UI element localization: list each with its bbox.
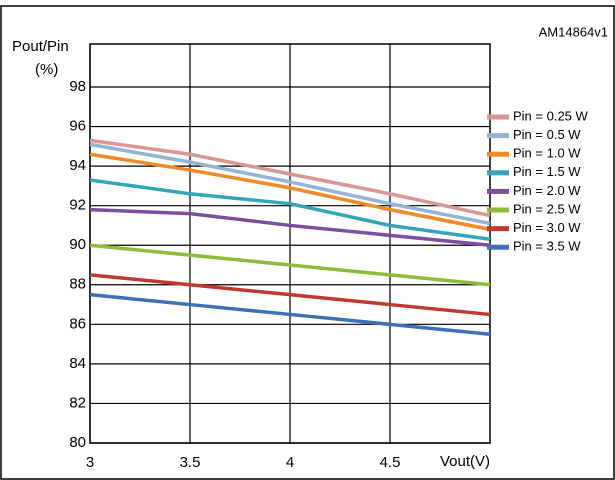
legend-swatch bbox=[487, 226, 509, 232]
series-line bbox=[89, 138, 491, 218]
series-line bbox=[89, 207, 491, 247]
y-tick-label: 80 bbox=[69, 434, 86, 451]
legend-swatch bbox=[487, 207, 509, 213]
legend-swatch bbox=[487, 151, 509, 157]
y-tick-label: 86 bbox=[69, 315, 86, 332]
legend-label: Pin = 2.0 W bbox=[513, 183, 581, 198]
legend-swatch bbox=[487, 170, 509, 176]
y-tick-label: 92 bbox=[69, 197, 86, 214]
legend-label: Pin = 0.25 W bbox=[513, 108, 589, 123]
y-tick-label: 90 bbox=[69, 236, 86, 253]
y-tick-label: 98 bbox=[69, 78, 86, 95]
legend-label: Pin = 0.5 W bbox=[513, 127, 581, 142]
x-tick-label: 4.5 bbox=[380, 454, 401, 471]
series-line bbox=[89, 292, 491, 336]
frame bbox=[0, 5, 615, 480]
watermark: AM14864v1 bbox=[539, 24, 608, 39]
legend-swatch bbox=[487, 244, 509, 250]
y-axis-unit: (%) bbox=[35, 61, 58, 78]
series-line bbox=[89, 273, 491, 317]
legend-swatch bbox=[487, 114, 509, 120]
series-line bbox=[89, 142, 491, 226]
y-tick-label: 84 bbox=[69, 355, 86, 372]
legend-swatch bbox=[487, 188, 509, 194]
y-axis-label: Pout/Pin bbox=[12, 38, 69, 55]
legend-label: Pin = 1.5 W bbox=[513, 164, 581, 179]
x-tick-label: 3.5 bbox=[180, 454, 201, 471]
legend-label: Pin = 1.0 W bbox=[513, 146, 581, 161]
legend-label: Pin = 3.5 W bbox=[513, 239, 581, 254]
y-tick-label: 96 bbox=[69, 118, 86, 135]
legend-label: Pin = 3.0 W bbox=[513, 220, 581, 235]
y-tick-label: 94 bbox=[69, 157, 86, 174]
x-tick-label: 3 bbox=[86, 454, 94, 471]
y-tick-label: 82 bbox=[69, 394, 86, 411]
series-line bbox=[89, 243, 491, 287]
legend-label: Pin = 2.5 W bbox=[513, 201, 581, 216]
legend-swatch bbox=[487, 133, 509, 139]
series-line bbox=[89, 178, 491, 242]
x-axis-label: Vout(V) bbox=[440, 453, 490, 470]
series-line bbox=[89, 152, 491, 232]
y-tick-label: 88 bbox=[69, 276, 86, 293]
x-tick-label: 4 bbox=[286, 454, 294, 471]
